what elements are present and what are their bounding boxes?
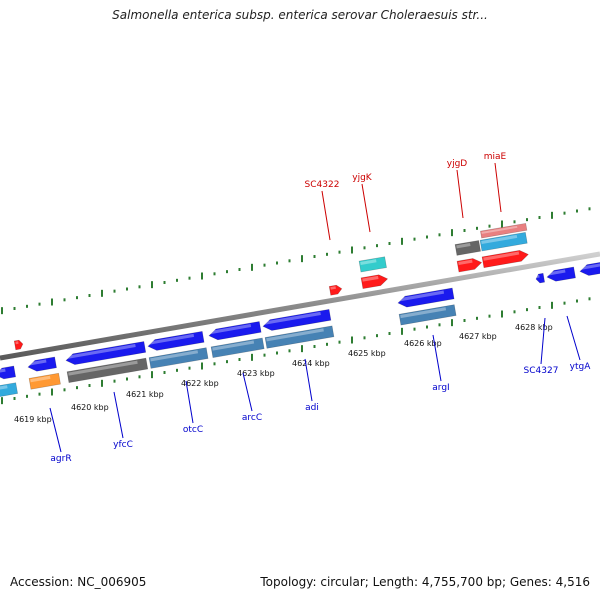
gene-label-arcc: arcC: [242, 413, 262, 423]
leader-line: [242, 372, 253, 412]
gene-label-otcc: otcC: [183, 425, 203, 435]
scale-label: 4628 kbp: [515, 323, 553, 332]
leader-line: [456, 169, 464, 219]
leader-line: [361, 183, 371, 233]
gene-ytga-feature: [546, 266, 576, 282]
gene-argi-rna-feature: [398, 304, 457, 326]
scale-label: 4625 kbp: [348, 349, 386, 358]
gene-miae-rna-feature: [479, 232, 528, 252]
gene-label-sc4322: SC4322: [305, 180, 340, 190]
gene-labels: SC4322 yjgK yjgD miaE agrR yfcC otcC arcC adi arg…: [49, 152, 592, 464]
gene-agrr-orange-feature: [28, 372, 61, 390]
gene-label-yjgk: yjgK: [352, 173, 373, 183]
gene-sc4322-feature: [328, 284, 343, 296]
leader-line: [321, 190, 331, 241]
leader-line: [432, 334, 442, 382]
scale-tick-labels: 4619 kbp 4620 kbp 4621 kbp 4622 kbp 4623 kbp…: [14, 323, 553, 424]
gene-arcc-feature: [208, 321, 262, 341]
gene-argi-feature: [397, 287, 455, 308]
gene-features: [0, 222, 600, 398]
gene-yfcc-feature: [65, 341, 147, 365]
map-title: Salmonella enterica subsp. enterica sero…: [112, 8, 488, 22]
scale-label: 4623 kbp: [237, 369, 275, 378]
gene-miae-feature: [481, 250, 529, 269]
leader-line: [494, 162, 502, 213]
genome-backbone: [0, 251, 600, 361]
gene-label-yfcc: yfcC: [113, 440, 133, 450]
gene-label-ytga: ytgA: [570, 362, 592, 372]
gene-label-miae: miaE: [484, 152, 507, 162]
leader-line: [113, 391, 124, 439]
gene-agrr-feature: [27, 356, 57, 372]
gene-left-edge-feature: [0, 365, 16, 380]
genome-summary-text: Topology: circular; Length: 4,755,700 bp…: [260, 575, 590, 589]
gene-yjgd-feature: [456, 258, 483, 273]
gene-left-edge-rna-feature: [0, 382, 18, 398]
accession-text: Accession: NC_006905: [10, 575, 147, 589]
gene-adi-feature: [262, 309, 332, 331]
gene-ytga-right-feature: [579, 260, 600, 276]
scale-label: 4624 kbp: [292, 359, 330, 368]
gene-label-agrr: agrR: [50, 454, 71, 464]
gene-yjgk-rna-feature: [358, 256, 387, 273]
gene-arcc-rna-feature: [210, 337, 265, 359]
scale-label: 4622 kbp: [181, 379, 219, 388]
dotted-tick-rows: [1, 207, 591, 405]
gene-label-adi: adi: [305, 403, 319, 413]
leader-line: [304, 358, 313, 402]
leader-line: [185, 380, 194, 424]
scale-label: 4620 kbp: [71, 403, 109, 412]
gene-miae-extra-feature: [480, 222, 528, 239]
leader-line: [540, 317, 546, 365]
leader-line: [566, 315, 581, 361]
gene-otcc-rna-feature: [148, 347, 209, 369]
scale-label: 4627 kbp: [459, 332, 497, 341]
gene-otcc-feature: [147, 331, 205, 351]
gene-label-sc4327: SC4327: [524, 366, 559, 376]
gene-label-argi: argI: [432, 383, 449, 393]
gene-sc4327-feature: [535, 272, 545, 284]
gene-left-forward-feature: [13, 339, 24, 351]
gene-yjgd-pseudo-feature: [454, 240, 481, 256]
gene-adi-rna-feature: [264, 325, 335, 349]
scale-label: 4626 kbp: [404, 339, 442, 348]
scale-label: 4621 kbp: [126, 390, 164, 399]
gene-yjgk-feature: [360, 274, 389, 290]
scale-label: 4619 kbp: [14, 415, 52, 424]
leader-line: [49, 407, 62, 453]
gene-yfcc-pseudo-feature: [66, 357, 149, 383]
gene-label-yjgd: yjgD: [447, 159, 468, 169]
